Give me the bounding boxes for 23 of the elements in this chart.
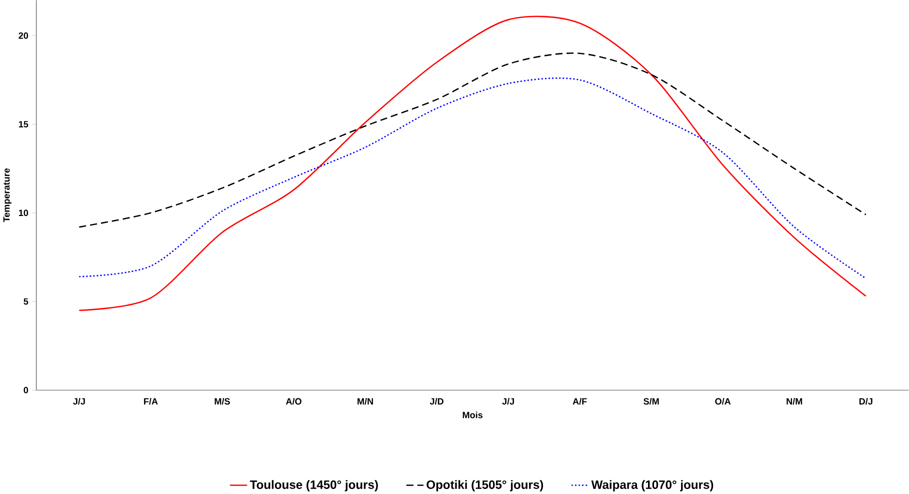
legend-label: Opotiki (1505° jours) [426, 480, 544, 492]
y-tick-label: 20 [18, 32, 28, 39]
legend-label: Toulouse (1450° jours) [250, 480, 378, 492]
x-tick-label: D/J [859, 398, 872, 404]
x-tick-label: N/M [786, 398, 802, 404]
x-tick-label: A/O [286, 398, 302, 404]
legend-label: Waipara (1070° jours) [591, 480, 714, 492]
x-tick-label: J/J [73, 398, 85, 404]
y-axis-title: Temperature [3, 168, 12, 222]
y-tick-label: 10 [18, 209, 28, 216]
x-tick-label: O/A [715, 398, 731, 404]
y-tick-label: 0 [24, 386, 28, 394]
x-tick-label: M/S [214, 398, 230, 404]
x-tick-label: J/D [430, 398, 444, 404]
x-axis-title: Mois [462, 411, 482, 418]
x-tick-label: S/M [644, 398, 659, 404]
x-tick-label: M/N [358, 398, 373, 404]
x-tick-label: F/A [144, 398, 158, 404]
y-tick-label: 5 [24, 298, 28, 304]
y-tick-label: 15 [18, 120, 28, 128]
x-tick-label: J/J [502, 398, 514, 404]
x-tick-label: A/F [572, 398, 587, 404]
line-series [78, 52, 867, 228]
